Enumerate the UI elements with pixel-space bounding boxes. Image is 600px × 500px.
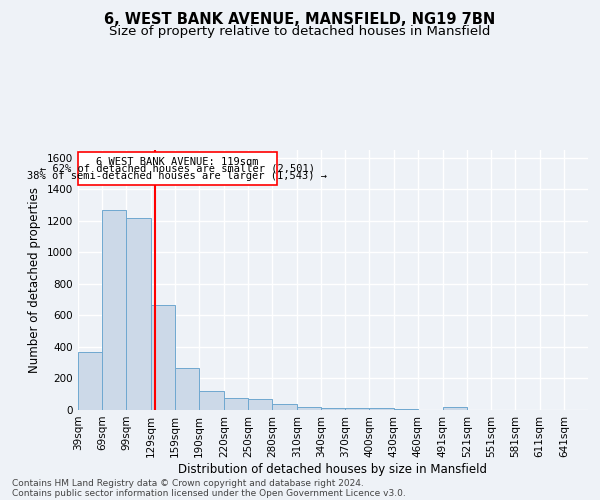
Bar: [224, 398, 248, 410]
X-axis label: Distribution of detached houses by size in Mansfield: Distribution of detached houses by size …: [179, 462, 487, 475]
FancyBboxPatch shape: [78, 152, 277, 184]
Bar: [175, 368, 199, 410]
Bar: [321, 408, 345, 410]
Bar: [345, 408, 370, 410]
Bar: [151, 305, 175, 410]
Bar: [370, 408, 394, 410]
Bar: [78, 352, 102, 410]
Bar: [296, 406, 321, 410]
Text: 6, WEST BANK AVENUE, MANSFIELD, NG19 7BN: 6, WEST BANK AVENUE, MANSFIELD, NG19 7BN: [104, 12, 496, 28]
Bar: [443, 407, 467, 410]
Bar: [199, 391, 224, 410]
Bar: [127, 218, 151, 410]
Bar: [248, 398, 272, 410]
Text: Contains HM Land Registry data © Crown copyright and database right 2024.: Contains HM Land Registry data © Crown c…: [12, 478, 364, 488]
Bar: [272, 404, 296, 410]
Text: 38% of semi-detached houses are larger (1,543) →: 38% of semi-detached houses are larger (…: [27, 171, 327, 181]
Text: Contains public sector information licensed under the Open Government Licence v3: Contains public sector information licen…: [12, 488, 406, 498]
Text: 6 WEST BANK AVENUE: 119sqm: 6 WEST BANK AVENUE: 119sqm: [96, 157, 259, 167]
Bar: [394, 408, 418, 410]
Bar: [102, 210, 127, 410]
Y-axis label: Number of detached properties: Number of detached properties: [28, 187, 41, 373]
Text: Size of property relative to detached houses in Mansfield: Size of property relative to detached ho…: [109, 25, 491, 38]
Text: ← 62% of detached houses are smaller (2,501): ← 62% of detached houses are smaller (2,…: [40, 164, 315, 174]
